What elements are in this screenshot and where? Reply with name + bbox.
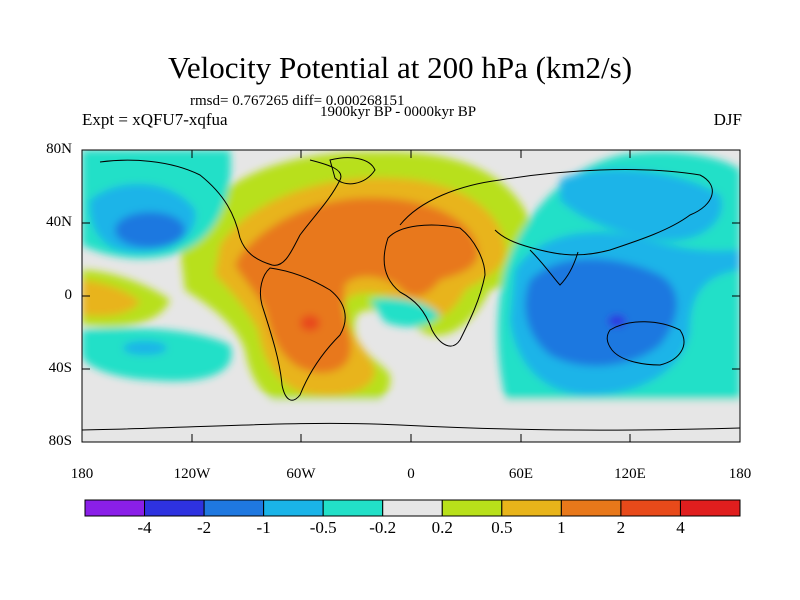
contour-orange	[235, 197, 479, 373]
contour-cyan-wpac	[560, 169, 722, 241]
india-coast	[529, 249, 579, 286]
colorbar	[84, 499, 741, 517]
lat-label-40s: 40S	[48, 360, 72, 376]
experiment-label: Expt = xQFU7-xqfua	[82, 110, 228, 129]
contour-turquoise-atl	[370, 298, 440, 327]
colorbar-label: 1	[557, 518, 566, 537]
season-label: DJF	[713, 110, 742, 129]
contour-red	[300, 315, 320, 331]
colorbar-swatch	[501, 499, 562, 517]
lon-label-180w: 180	[70, 466, 94, 482]
lon-label-120e: 120E	[614, 466, 646, 482]
south-america-coast	[259, 267, 346, 401]
lon-label-60e: 60E	[508, 466, 534, 482]
contour-turquoise-spac	[82, 328, 232, 382]
contour-blue-npac	[115, 212, 185, 248]
lon-label-60w: 60W	[286, 466, 316, 482]
lon-label-0: 0	[407, 466, 415, 482]
colorbar-label: -4	[137, 518, 152, 537]
colorbar-swatch	[144, 499, 205, 517]
colorbar-label: -2	[196, 518, 212, 537]
contour-turquoise-south	[82, 400, 740, 442]
australia-coast	[606, 321, 685, 366]
lon-label-120w: 120W	[173, 466, 211, 482]
colorbar-label: 0.5	[491, 518, 513, 537]
colorbar-label: -1	[256, 518, 271, 537]
contour-cyan-spac	[123, 341, 167, 355]
antarctica-coast	[82, 422, 740, 431]
colorbar-swatch	[263, 499, 324, 517]
lat-label-80s: 80S	[48, 433, 72, 449]
lat-label-40n: 40N	[46, 214, 72, 230]
colorbar-label: 4	[676, 518, 685, 537]
colorbar-label: 0.2	[431, 518, 453, 537]
colorbar-label: -0.5	[309, 518, 337, 537]
map-subtitle: 1900kyr BP - 0000kyr BP	[320, 104, 477, 120]
colorbar-swatch	[679, 499, 741, 517]
colorbar-swatch	[560, 499, 622, 517]
map-title: Velocity Potential at 200 hPa (km2/s)	[167, 50, 633, 85]
lon-label-180e: 180	[728, 466, 752, 482]
lat-label-80n: 80N	[46, 141, 72, 157]
colorbar-swatch	[84, 499, 146, 517]
colorbar-label: -0.2	[369, 518, 397, 537]
contour-deep-blue	[608, 315, 626, 327]
africa-coast	[383, 224, 486, 347]
lat-label-0: 0	[64, 287, 73, 303]
colorbar-swatch	[620, 499, 681, 517]
colorbar-swatch	[441, 499, 503, 517]
north-america-coast	[99, 159, 342, 266]
contour-gold-pacific	[82, 280, 140, 317]
colorbar-label: 2	[616, 518, 626, 537]
coastlines	[82, 157, 740, 431]
colorbar-swatch	[203, 499, 265, 517]
contour-field	[82, 150, 740, 442]
stats-line: rmsd= 0.767265 diff= 0.000268151	[190, 93, 405, 109]
colorbar-swatch	[382, 499, 443, 517]
contour-blue	[525, 258, 677, 367]
greenland-coast	[329, 157, 376, 185]
axis-ticks	[81, 149, 741, 443]
eurasia-coast	[399, 169, 713, 256]
colorbar-swatch	[322, 499, 384, 517]
